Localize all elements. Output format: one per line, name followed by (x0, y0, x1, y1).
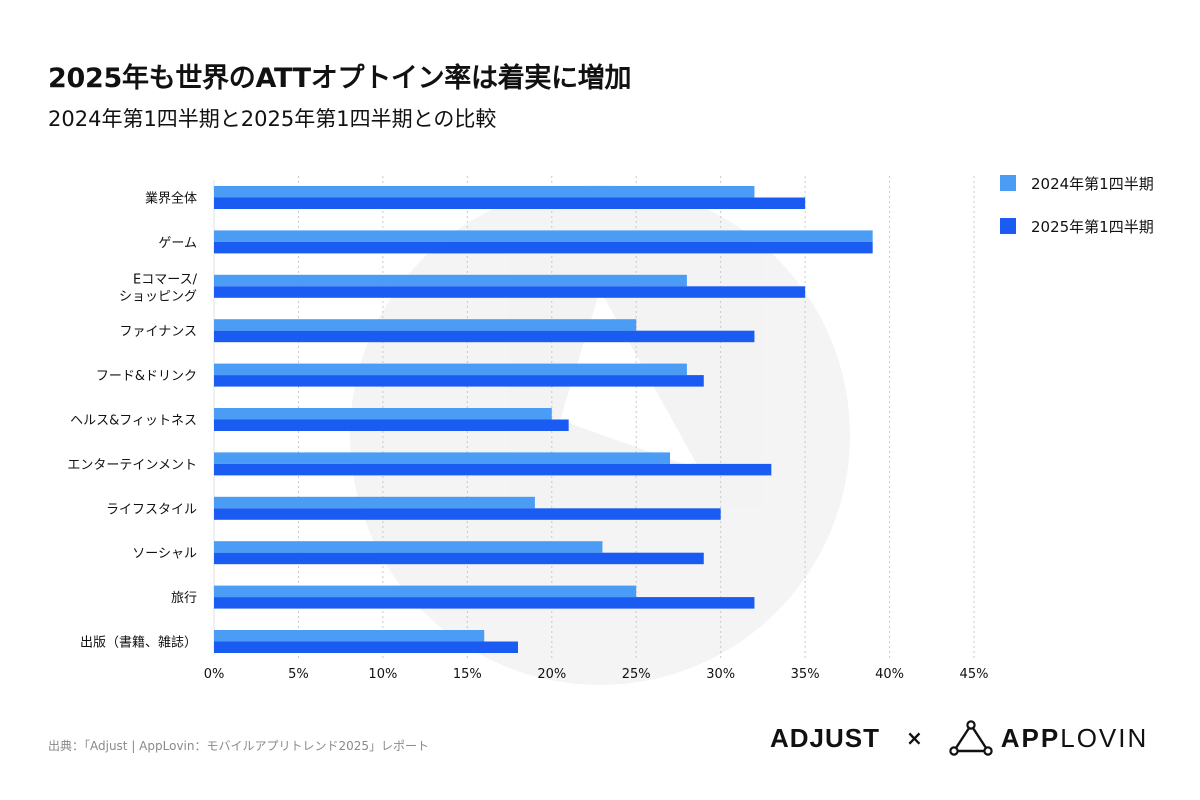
watermark-logo (350, 185, 850, 685)
category-label: エンターテインメント (67, 458, 197, 473)
bar-2025 (214, 597, 755, 609)
x-tick-label: 20% (537, 667, 566, 682)
legend-swatch-2024 (1000, 175, 1016, 191)
bar-2024 (214, 630, 485, 642)
category-label: ゲーム (158, 236, 197, 251)
bar-2025 (214, 241, 873, 254)
x-tick-label: 40% (875, 667, 904, 682)
bar-2024 (214, 274, 687, 287)
bar-2025 (214, 552, 704, 565)
category-label: フード&ドリンク (96, 369, 197, 384)
bar-2025 (214, 419, 569, 431)
legend-swatch-2025 (1000, 218, 1016, 234)
bar-2025 (214, 286, 806, 298)
bar-2025 (214, 375, 704, 387)
category-label: ヘルス&フィットネス (70, 414, 197, 429)
chart-title: 2025年も世界のATTオプトイン率は着実に増加 (48, 63, 632, 94)
bar-2025 (214, 641, 518, 653)
x-axis-tick-labels: 0% 5% 10% 15% 20% 25% 30% 35% 40% 45% (204, 667, 989, 682)
bar-2025 (214, 330, 755, 343)
bar-2024 (214, 230, 873, 242)
category-label: 業界全体 (145, 191, 197, 207)
x-tick-label: 45% (960, 667, 989, 682)
legend-item-2025: 2025年第1四半期 (1000, 215, 1154, 237)
category-label: ライフスタイル (106, 502, 197, 517)
bar-2024 (214, 319, 637, 331)
chart-subtitle: 2024年第1四半期と2025年第1四半期との比較 (48, 107, 497, 131)
bar-2024 (214, 541, 603, 553)
legend-label-2025: 2025年第1四半期 (1031, 217, 1154, 236)
category-label: 出版（書籍、雑誌） (80, 635, 197, 651)
brand-logos: ADJUST × APP LOVIN (770, 718, 1148, 758)
x-tick-label: 35% (791, 667, 820, 682)
bar-2024 (214, 408, 552, 420)
x-tick-label: 25% (622, 667, 651, 682)
bar-2025 (214, 463, 772, 476)
x-tick-label: 15% (453, 667, 482, 682)
adjust-logo: ADJUST (770, 722, 881, 753)
applovin-wordmark-lovin: LOVIN (1060, 722, 1149, 753)
legend-item-2024: 2024年第1四半期 (1000, 172, 1154, 194)
bar-2024 (214, 452, 670, 464)
category-label: ファイナンス (120, 325, 197, 340)
bar-2024 (214, 186, 755, 198)
logo-separator: × (906, 726, 923, 750)
applovin-logo: APP LOVIN (949, 720, 1149, 756)
category-label: Eコマース/ショッピング (119, 272, 198, 304)
applovin-triangle-icon (949, 720, 993, 756)
bar-2025 (214, 197, 806, 209)
x-tick-label: 10% (368, 667, 397, 682)
x-tick-label: 30% (706, 667, 735, 682)
bar-2024 (214, 363, 687, 376)
category-label: ソーシャル (132, 547, 197, 562)
category-label: 旅行 (171, 591, 197, 606)
x-tick-label: 5% (288, 667, 309, 682)
bar-2025 (214, 508, 721, 520)
bar-2024 (214, 585, 637, 598)
legend-label-2024: 2024年第1四半期 (1031, 174, 1154, 193)
legend: 2024年第1四半期 2025年第1四半期 (1000, 172, 1154, 258)
applovin-wordmark-app: APP (1000, 722, 1061, 753)
source-note: 出典：「Adjust | AppLovin：モバイルアプリトレンド2025」レポ… (48, 739, 430, 753)
x-tick-label: 0% (204, 667, 225, 682)
bars (214, 186, 873, 653)
bar-2024 (214, 496, 535, 509)
